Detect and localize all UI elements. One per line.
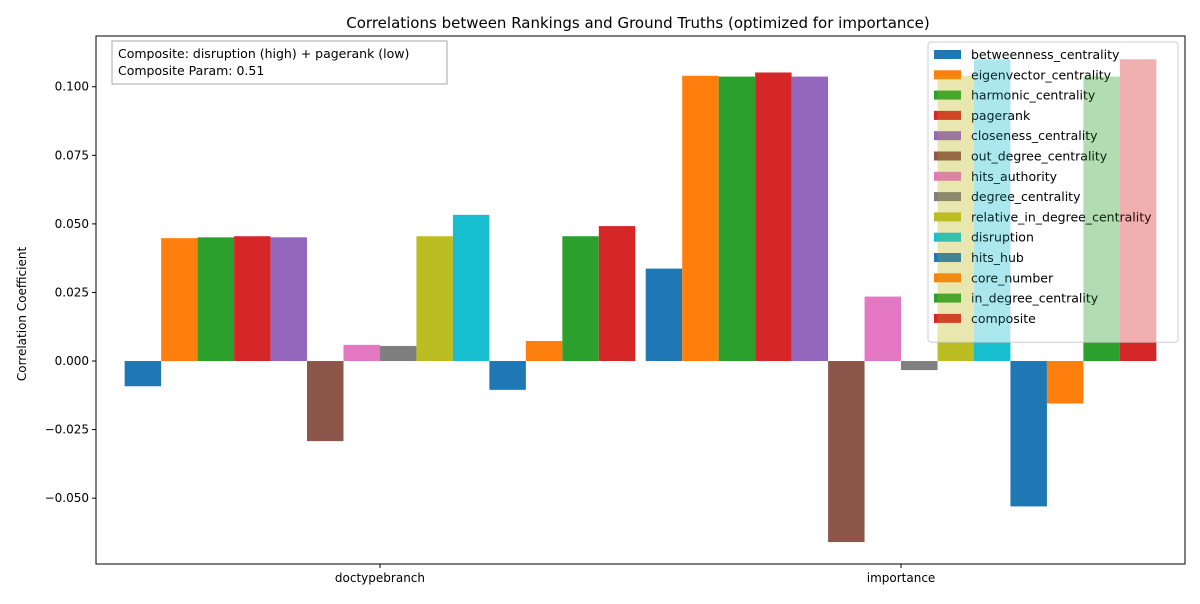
bar-out_degree_centrality-doctypebranch bbox=[307, 361, 344, 442]
legend-swatch-eigenvector_centrality bbox=[934, 70, 961, 80]
annotation-line: Composite: disruption (high) + pagerank … bbox=[118, 46, 409, 61]
legend-label-hits_authority: hits_authority bbox=[971, 169, 1058, 184]
annotation-line: Composite Param: 0.51 bbox=[118, 63, 264, 78]
bar-harmonic_centrality-importance bbox=[718, 76, 756, 362]
composite-annotation: Composite: disruption (high) + pagerank … bbox=[111, 40, 448, 85]
bar-relative_in_degree_centrality-doctypebranch bbox=[416, 236, 453, 362]
legend-label-hits_hub: hits_hub bbox=[971, 250, 1024, 265]
legend-swatch-composite bbox=[934, 313, 961, 323]
bar-in_degree_centrality-doctypebranch bbox=[562, 236, 599, 362]
x-tick-label: importance bbox=[867, 571, 936, 585]
annotation-box bbox=[111, 40, 448, 85]
legend: betweenness_centrality eigenvector_centra… bbox=[927, 41, 1179, 362]
y-tick-label: 0.025 bbox=[55, 285, 89, 299]
legend-label-composite: composite bbox=[971, 311, 1036, 326]
legend-box bbox=[927, 41, 1179, 343]
y-tick-label: 0.050 bbox=[55, 217, 89, 231]
bar-out_degree_centrality-importance bbox=[828, 361, 865, 543]
bar-closeness_centrality-doctypebranch bbox=[270, 237, 308, 362]
legend-label-disruption: disruption bbox=[971, 230, 1034, 245]
bar-overlay-in_degree_centrality bbox=[1083, 76, 1120, 362]
legend-swatch-harmonic_centrality bbox=[934, 90, 961, 100]
legend-swatch-hits_hub bbox=[934, 253, 961, 262]
axes-layer: −0.050 −0.025 0.000 0.025 0.050 0.075 0.100 doc… bbox=[45, 35, 1186, 585]
bar-composite-doctypebranch bbox=[598, 226, 636, 362]
bar-eigenvector_centrality-doctypebranch bbox=[161, 238, 198, 362]
y-tick-label: 0.000 bbox=[55, 354, 89, 368]
chart-title: Correlations between Rankings and Ground… bbox=[346, 14, 929, 32]
plot-frame bbox=[95, 35, 1186, 565]
legend-label-degree_centrality: degree_centrality bbox=[971, 189, 1081, 204]
legend-swatch-in_degree_centrality bbox=[934, 293, 961, 303]
legend-label-core_number: core_number bbox=[971, 270, 1054, 285]
bar-hits_hub-importance bbox=[1010, 361, 1047, 507]
bar-closeness_centrality-importance bbox=[791, 76, 829, 362]
bar-harmonic_centrality-doctypebranch bbox=[197, 237, 235, 362]
legend-swatch-disruption bbox=[934, 232, 961, 242]
legend-swatch-closeness_centrality bbox=[934, 131, 961, 141]
bar-degree_centrality-importance bbox=[901, 361, 938, 371]
bar-degree_centrality-doctypebranch bbox=[379, 345, 417, 362]
legend-swatch-degree_centrality bbox=[934, 192, 961, 202]
legend-label-harmonic_centrality: harmonic_centrality bbox=[971, 88, 1096, 103]
bar-betweenness_centrality-doctypebranch bbox=[124, 361, 162, 387]
y-axis-label: Correlation Coefficient bbox=[15, 247, 29, 382]
bar-overlay-composite bbox=[1119, 59, 1157, 362]
bar-hits_hub-doctypebranch bbox=[489, 361, 526, 390]
x-tick-label: doctypebranch bbox=[335, 571, 425, 585]
legend-label-betweenness_centrality: betweenness_centrality bbox=[971, 47, 1120, 62]
y-tick-label: 0.075 bbox=[55, 148, 89, 162]
bar-hits_authority-doctypebranch bbox=[343, 344, 380, 362]
legend-swatch-betweenness_centrality bbox=[934, 50, 961, 59]
bar-eigenvector_centrality-importance bbox=[682, 75, 719, 362]
bar-overlay-relative_in_degree_centrality bbox=[937, 75, 974, 362]
bar-overlay-disruption bbox=[973, 59, 1011, 362]
legend-label-relative_in_degree_centrality: relative_in_degree_centrality bbox=[971, 209, 1152, 224]
legend-label-in_degree_centrality: in_degree_centrality bbox=[971, 291, 1099, 306]
bar-hits_authority-importance bbox=[864, 296, 902, 362]
y-tick-label: −0.025 bbox=[45, 423, 89, 437]
legend-label-eigenvector_centrality: eigenvector_centrality bbox=[971, 67, 1112, 82]
y-tick-label: −0.050 bbox=[45, 491, 89, 505]
legend-swatch-hits_authority bbox=[934, 171, 961, 181]
bar-betweenness_centrality-importance bbox=[645, 268, 683, 362]
bar-pagerank-doctypebranch bbox=[234, 236, 271, 362]
bar-pagerank-importance bbox=[755, 72, 792, 362]
legend-label-closeness_centrality: closeness_centrality bbox=[971, 128, 1098, 143]
legend-swatch-pagerank bbox=[934, 110, 961, 120]
y-tick-label: 0.100 bbox=[55, 80, 89, 94]
bar-core_number-doctypebranch bbox=[525, 341, 563, 362]
legend-swatch-out_degree_centrality bbox=[934, 151, 961, 161]
bar-core_number-importance bbox=[1046, 361, 1084, 404]
legend-swatch-core_number bbox=[934, 273, 961, 283]
legend-swatch-relative_in_degree_centrality bbox=[934, 212, 961, 222]
legend-label-pagerank: pagerank bbox=[971, 108, 1031, 123]
bar-disruption-doctypebranch bbox=[452, 214, 490, 362]
legend-label-out_degree_centrality: out_degree_centrality bbox=[971, 149, 1108, 164]
